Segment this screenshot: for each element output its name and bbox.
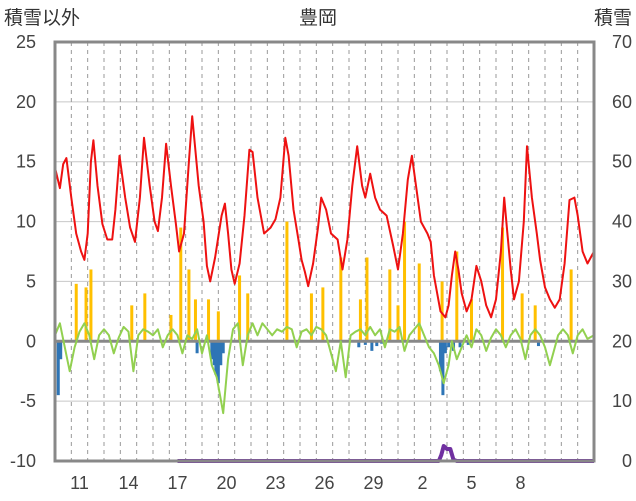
right-tick-label: 30	[612, 271, 632, 291]
negative_bars-bar	[221, 341, 225, 354]
x-tick-label: 5	[466, 473, 476, 493]
precipitation-bar	[74, 283, 78, 342]
right-tick-label: 40	[612, 212, 632, 232]
precipitation-bar	[285, 221, 289, 342]
negative_bars-bar	[443, 341, 447, 354]
precipitation-bar	[207, 299, 211, 342]
right-tick-label: 20	[612, 331, 632, 351]
precipitation-bar	[246, 293, 250, 342]
plot-border	[53, 40, 596, 463]
negative_bars-bar	[458, 341, 462, 348]
negative_bars-bar	[357, 341, 361, 348]
precipitation-bar	[533, 305, 537, 342]
x-tick-label: 11	[70, 473, 89, 493]
precipitation-bar	[520, 293, 524, 342]
precipitation-bar	[89, 269, 93, 342]
negative_bars-bar	[375, 341, 379, 347]
negative_bars-bar	[214, 341, 218, 375]
negative_bars-bar	[195, 341, 199, 354]
precipitation-bar	[216, 311, 220, 342]
negative_bars-bar	[219, 341, 223, 366]
plot-frame	[53, 40, 596, 463]
precipitation-bar	[417, 263, 421, 342]
negative_bars-bar	[210, 341, 214, 360]
left-tick-label: 0	[26, 331, 36, 351]
precipitation-bar	[193, 299, 197, 342]
precipitation-bar	[501, 227, 505, 342]
line-series	[54, 115, 595, 463]
precipitation-bar	[455, 251, 459, 342]
grid	[55, 41, 594, 462]
snow_depth-line	[177, 444, 594, 463]
precipitation-bar	[569, 269, 573, 342]
temperature-line	[54, 115, 595, 319]
precipitation-bar	[321, 287, 325, 342]
precipitation-bar	[403, 221, 407, 342]
precipitation-bar	[470, 299, 473, 342]
temperature_diff-line	[54, 322, 595, 415]
precipitation-bar	[130, 305, 134, 342]
precipitation-bar	[238, 275, 242, 342]
right-tick-label: 70	[612, 32, 632, 52]
precipitation-bar	[169, 314, 173, 342]
precipitation-bar	[84, 287, 88, 342]
negative_bars-bar	[447, 341, 451, 348]
left-tick-label: 15	[16, 152, 36, 172]
x-tick-label: 29	[363, 473, 383, 493]
right-axis-title: 積雪	[594, 7, 632, 29]
precipitation-series	[74, 221, 573, 342]
precipitation-bar	[187, 269, 191, 342]
x-tick-label: 8	[515, 473, 525, 493]
precipitation-bar	[143, 293, 147, 342]
left-tick-label: -5	[20, 391, 36, 411]
left-tick-label: 25	[16, 32, 36, 52]
x-tick-label: 20	[216, 473, 236, 493]
negative_bars-bar	[59, 341, 63, 360]
left-axis-title: 積雪以外	[4, 7, 80, 29]
x-tick-label: 2	[417, 473, 427, 493]
precipitation-bar	[365, 257, 369, 342]
right-tick-label: 0	[622, 451, 632, 471]
negative_bars-bar	[363, 341, 367, 345]
chart-title: 豊岡	[299, 7, 337, 29]
right-tick-label: 50	[612, 152, 632, 172]
precipitation-bar	[309, 293, 313, 342]
x-tick-label: 26	[314, 473, 334, 493]
left-tick-label: 5	[26, 271, 36, 291]
precipitation-bar	[440, 281, 444, 342]
precipitation-bar	[396, 305, 400, 342]
x-tick-label: 23	[265, 473, 285, 493]
precipitation-bar	[388, 269, 392, 342]
left-tick-label: -10	[10, 451, 36, 471]
left-tick-label: 20	[16, 92, 36, 112]
negative_bars-bar	[370, 341, 374, 351]
negative_bars-bar	[212, 341, 216, 366]
left-tick-label: 10	[16, 212, 36, 232]
negative_bars-bar	[216, 341, 220, 384]
negative_bars-bar	[438, 341, 442, 372]
negative_bars-bar	[441, 341, 445, 396]
negative-bar-series	[56, 341, 540, 396]
negative_bars-bar	[536, 341, 540, 347]
x-tick-label: 17	[167, 473, 187, 493]
precipitation-bar	[358, 299, 362, 342]
x-tick-label: 14	[118, 473, 138, 493]
right-tick-label: 60	[612, 92, 632, 112]
negative_bars-bar	[56, 341, 60, 396]
right-tick-label: 10	[612, 391, 632, 411]
precipitation-bar	[339, 257, 343, 342]
negative_bars-bar	[466, 341, 470, 345]
precipitation-bar	[179, 227, 183, 342]
